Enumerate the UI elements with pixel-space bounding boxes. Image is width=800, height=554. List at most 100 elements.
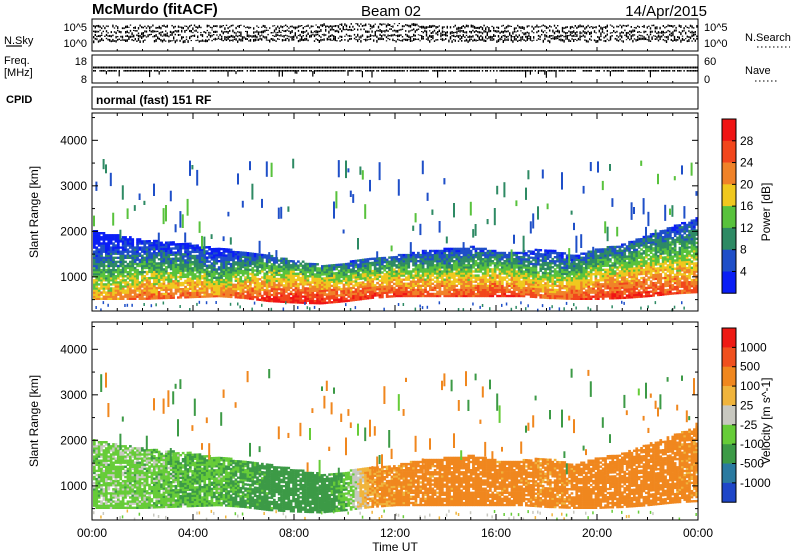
power-echo-cell xyxy=(129,275,132,278)
power-echo-cell xyxy=(503,288,507,292)
power-echo-cell xyxy=(105,252,108,255)
power-echo-cell xyxy=(277,269,281,272)
power-echo-cell xyxy=(417,292,420,296)
power-echo-cell xyxy=(445,274,449,277)
power-echo-cell xyxy=(573,279,576,282)
power-echo-cell xyxy=(597,256,600,259)
power-echo-cell xyxy=(421,290,425,294)
power-echo-cell xyxy=(131,273,135,276)
power-echo-cell xyxy=(633,240,636,243)
power-echo-cell xyxy=(419,266,423,269)
power-echo-cell xyxy=(256,296,259,299)
power-echo-cell xyxy=(479,278,483,281)
power-echo-cell xyxy=(177,279,180,283)
power-echo-cell xyxy=(457,266,461,269)
power-echo-cell xyxy=(450,258,454,261)
power-echo-cell xyxy=(599,283,603,286)
power-echo-cell xyxy=(172,265,175,269)
power-echo-cell xyxy=(121,244,125,247)
power-echo-cell xyxy=(486,290,490,294)
power-echo-cell xyxy=(436,286,439,289)
power-echo-cell xyxy=(287,268,291,271)
power-echo-cell xyxy=(534,279,538,282)
power-echo-cell xyxy=(429,264,432,267)
power-echo-cell xyxy=(381,259,384,262)
power-echo-cell xyxy=(95,295,99,298)
power-echo-cell xyxy=(455,288,459,292)
power-echo-cell xyxy=(366,290,370,294)
power-echo-cell xyxy=(100,246,103,249)
power-echo-cell xyxy=(611,288,615,292)
power-echo-cell xyxy=(241,296,245,299)
power-echo-cell xyxy=(517,286,521,289)
power-echo-cell xyxy=(124,246,127,249)
power-echo-cell xyxy=(361,258,365,262)
power-echo-cell xyxy=(496,274,499,277)
power-echo-cell xyxy=(117,252,120,255)
power-echo-cell xyxy=(100,270,103,274)
power-echo-cell xyxy=(544,290,547,293)
power-echo-cell xyxy=(318,283,322,287)
power-echo-cell xyxy=(237,271,240,274)
power-echo-cell xyxy=(551,257,555,261)
power-echo-cell xyxy=(181,273,185,276)
power-echo-cell xyxy=(397,284,401,287)
power-echo-cell xyxy=(623,290,627,293)
power-echo-cell xyxy=(517,268,521,271)
power-echo-cell xyxy=(191,275,195,278)
power-echo-cell xyxy=(349,278,353,282)
power-echo-cell xyxy=(445,286,449,289)
power-echo-cell xyxy=(383,287,387,290)
power-echo-cell xyxy=(148,283,151,286)
power-echo-cell xyxy=(561,276,564,280)
power-echo-cell xyxy=(496,286,499,289)
power-echo-cell xyxy=(592,258,595,262)
power-echo-cell xyxy=(525,293,528,296)
power-echo-cell xyxy=(371,282,375,285)
power-echo-cell xyxy=(95,283,99,286)
power-echo-cell xyxy=(553,274,557,277)
power-echo-cell xyxy=(169,267,173,271)
power-echo-cell xyxy=(297,264,300,267)
power-echo-cell xyxy=(481,304,484,307)
power-echo-cell xyxy=(589,295,593,298)
power-echo-cell xyxy=(251,260,255,264)
power-echo-cell xyxy=(561,256,564,259)
power-echo-cell xyxy=(433,253,437,257)
power-echo-cell xyxy=(633,289,636,293)
power-echo-cell xyxy=(477,274,480,277)
power-echo-cell xyxy=(318,300,322,303)
power-echo-cell xyxy=(220,282,223,286)
power-echo-cell xyxy=(292,274,295,277)
power-echo-cell xyxy=(472,284,475,287)
power-echo-cell xyxy=(232,283,235,286)
power-echo-cell xyxy=(249,289,252,292)
power-echo-cell xyxy=(342,265,346,268)
power-echo-cell xyxy=(508,290,511,294)
power-echo-cell xyxy=(179,247,183,250)
power-echo-cell xyxy=(448,276,451,279)
power-echo-cell xyxy=(268,267,271,270)
power-echo-cell xyxy=(465,260,468,263)
power-echo-cell xyxy=(549,268,552,271)
power-echo-cell xyxy=(553,268,557,271)
power-echo-cell xyxy=(167,288,171,291)
power-echo-cell xyxy=(469,266,473,269)
power-echo-cell xyxy=(155,266,159,269)
power-echo-cell xyxy=(270,275,274,278)
power-echo-cell xyxy=(208,264,211,267)
power-echo-cell xyxy=(285,298,288,302)
power-echo-cell xyxy=(496,284,499,287)
power-echo-cell xyxy=(174,273,178,277)
power-echo-cell xyxy=(589,258,593,262)
power-echo-cell xyxy=(582,283,586,286)
power-echo-cell xyxy=(201,275,204,278)
power-echo-cell xyxy=(534,248,538,252)
power-echo-cell xyxy=(628,296,631,299)
power-echo-cell xyxy=(565,295,569,298)
power-echo-cell xyxy=(270,269,274,272)
power-echo-cell xyxy=(421,278,425,281)
power-echo-cell xyxy=(616,296,619,300)
power-echo-cell xyxy=(133,283,137,286)
power-echo-cell xyxy=(594,275,598,278)
